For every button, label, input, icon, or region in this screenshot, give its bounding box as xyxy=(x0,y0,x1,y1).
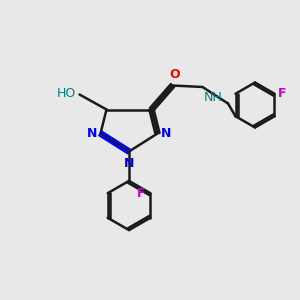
Text: F: F xyxy=(278,87,286,100)
Text: F: F xyxy=(137,187,146,200)
Text: N: N xyxy=(86,127,97,140)
Text: N: N xyxy=(161,127,172,140)
Text: HO: HO xyxy=(57,86,76,100)
Text: O: O xyxy=(169,68,180,81)
Text: NH: NH xyxy=(204,91,223,103)
Text: N: N xyxy=(124,157,134,170)
